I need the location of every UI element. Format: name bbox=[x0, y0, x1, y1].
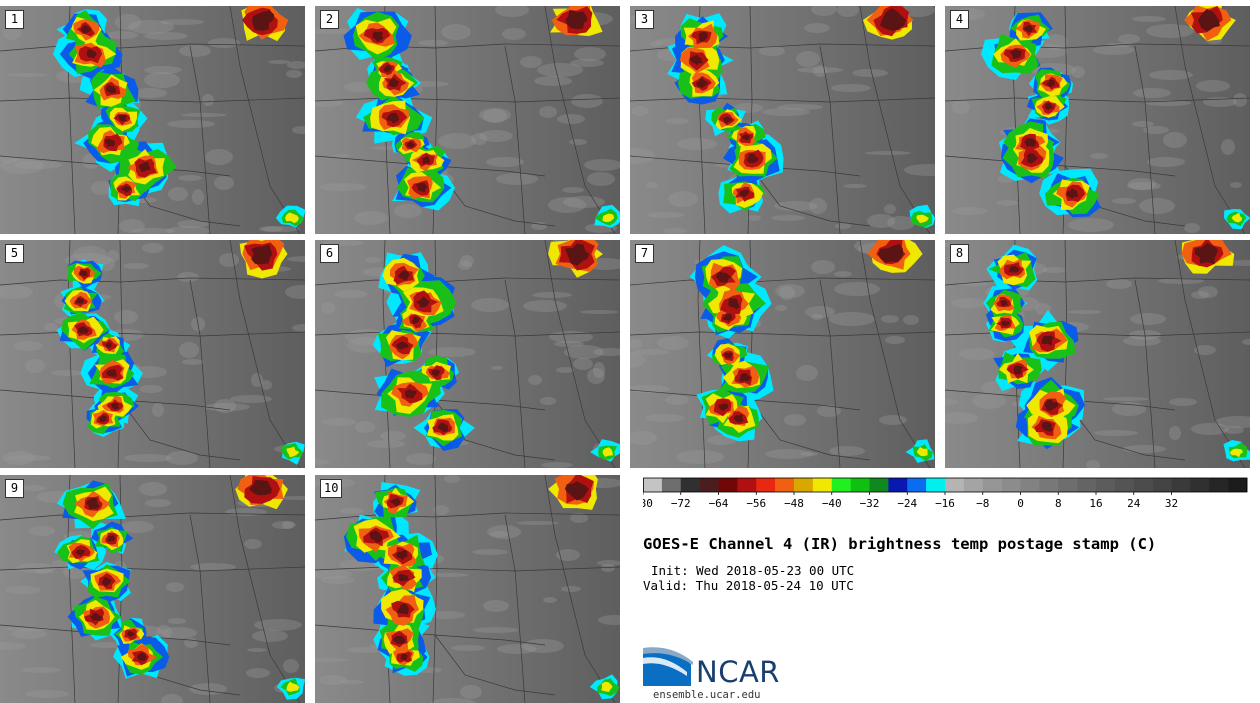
colorbar-tick-label: −16 bbox=[935, 497, 955, 510]
colorbar-swatch bbox=[1209, 478, 1229, 492]
colorbar-tick-label: −56 bbox=[746, 497, 766, 510]
colorbar-swatch bbox=[1114, 478, 1135, 492]
ir-satellite-map bbox=[0, 475, 305, 703]
init-time: Init: Wed 2018-05-23 00 UTC bbox=[651, 563, 855, 578]
member-number-label: 2 bbox=[320, 10, 339, 29]
colorbar-swatch bbox=[1152, 478, 1172, 492]
colorbar-swatch bbox=[812, 478, 833, 492]
colorbar-swatch bbox=[1058, 478, 1078, 492]
colorbar-tick-label: −72 bbox=[671, 497, 691, 510]
valid-time: Valid: Thu 2018-05-24 10 UTC bbox=[643, 578, 854, 593]
ensemble-member-panel: 7 bbox=[630, 240, 935, 468]
member-number-label: 6 bbox=[320, 244, 339, 263]
colorbar-swatch bbox=[1077, 478, 1097, 492]
website-label: ensemble.ucar.edu bbox=[653, 689, 761, 701]
colorbar-swatch bbox=[945, 478, 965, 492]
ncar-logo-icon bbox=[643, 647, 693, 686]
ensemble-member-panel: 3 bbox=[630, 6, 935, 234]
member-number-label: 4 bbox=[950, 10, 969, 29]
colorbar-tick-label: 24 bbox=[1127, 497, 1141, 510]
colorbar-swatch bbox=[1190, 478, 1210, 492]
colorbar-swatch bbox=[888, 478, 908, 492]
colorbar-swatch bbox=[643, 478, 663, 492]
colorbar-tick-label: −40 bbox=[822, 497, 842, 510]
colorbar-tick-label: −32 bbox=[860, 497, 880, 510]
colorbar-swatch bbox=[1228, 478, 1248, 492]
colorbar-swatch bbox=[680, 478, 700, 492]
colorbar-swatch bbox=[869, 478, 889, 492]
colorbar-swatch bbox=[794, 478, 814, 492]
colorbar-swatch bbox=[1001, 478, 1021, 492]
colorbar-swatch bbox=[831, 478, 851, 492]
colorbar-swatch bbox=[963, 478, 984, 492]
colorbar-swatch bbox=[737, 478, 757, 492]
colorbar-swatch bbox=[661, 478, 682, 492]
colorbar-swatch bbox=[718, 478, 738, 492]
ensemble-member-panel: 9 bbox=[0, 475, 305, 703]
colorbar-swatch bbox=[926, 478, 946, 492]
member-number-label: 3 bbox=[635, 10, 654, 29]
member-number-label: 9 bbox=[5, 479, 24, 498]
colorbar-swatch bbox=[699, 478, 719, 492]
member-number-label: 1 bbox=[5, 10, 24, 29]
ensemble-member-panel: 8 bbox=[945, 240, 1250, 468]
colorbar-swatch bbox=[756, 478, 776, 492]
ensemble-member-panel: 4 bbox=[945, 6, 1250, 234]
ir-satellite-map bbox=[315, 475, 620, 703]
colorbar-tick-label: −64 bbox=[709, 497, 729, 510]
ir-satellite-map bbox=[0, 6, 305, 234]
colorbar-tick-label: 16 bbox=[1089, 497, 1102, 510]
colorbar-tick-label: −24 bbox=[897, 497, 917, 510]
ir-satellite-map bbox=[315, 6, 620, 234]
colorbar-swatch bbox=[1096, 478, 1116, 492]
colorbar-tick-label: −8 bbox=[976, 497, 989, 510]
colorbar-swatch bbox=[1039, 478, 1059, 492]
colorbar-swatch bbox=[775, 478, 795, 492]
colorbar-swatch bbox=[1133, 478, 1153, 492]
member-number-label: 10 bbox=[320, 479, 343, 498]
colorbar-swatch bbox=[850, 478, 870, 492]
ensemble-member-panel: 10 bbox=[315, 475, 620, 703]
logo-text: NCAR bbox=[696, 655, 780, 689]
colorbar-tick-label: 32 bbox=[1165, 497, 1178, 510]
ir-satellite-map bbox=[945, 240, 1250, 468]
ir-satellite-map bbox=[630, 6, 935, 234]
ir-satellite-map bbox=[945, 6, 1250, 234]
ensemble-member-panel: 1 bbox=[0, 6, 305, 234]
colorbar-swatch bbox=[907, 478, 927, 492]
ensemble-member-panel: 2 bbox=[315, 6, 620, 234]
ensemble-member-panel: 6 bbox=[315, 240, 620, 468]
ensemble-member-panel: 5 bbox=[0, 240, 305, 468]
ir-satellite-map bbox=[630, 240, 935, 468]
colorbar-swatch bbox=[982, 478, 1002, 492]
ir-satellite-map bbox=[0, 240, 305, 468]
figure-title: GOES-E Channel 4 (IR) brightness temp po… bbox=[643, 535, 1157, 553]
ir-satellite-map bbox=[315, 240, 620, 468]
colorbar-tick-label: 0 bbox=[1017, 497, 1024, 510]
member-number-label: 8 bbox=[950, 244, 969, 263]
colorbar-swatch bbox=[1020, 478, 1040, 492]
member-number-label: 5 bbox=[5, 244, 24, 263]
member-number-label: 7 bbox=[635, 244, 654, 263]
colorbar-tick-label: −48 bbox=[784, 497, 804, 510]
colorbar-tick-label: 8 bbox=[1055, 497, 1062, 510]
colorbar-tick-label: −80 bbox=[643, 497, 653, 510]
colorbar-swatch bbox=[1171, 478, 1191, 492]
